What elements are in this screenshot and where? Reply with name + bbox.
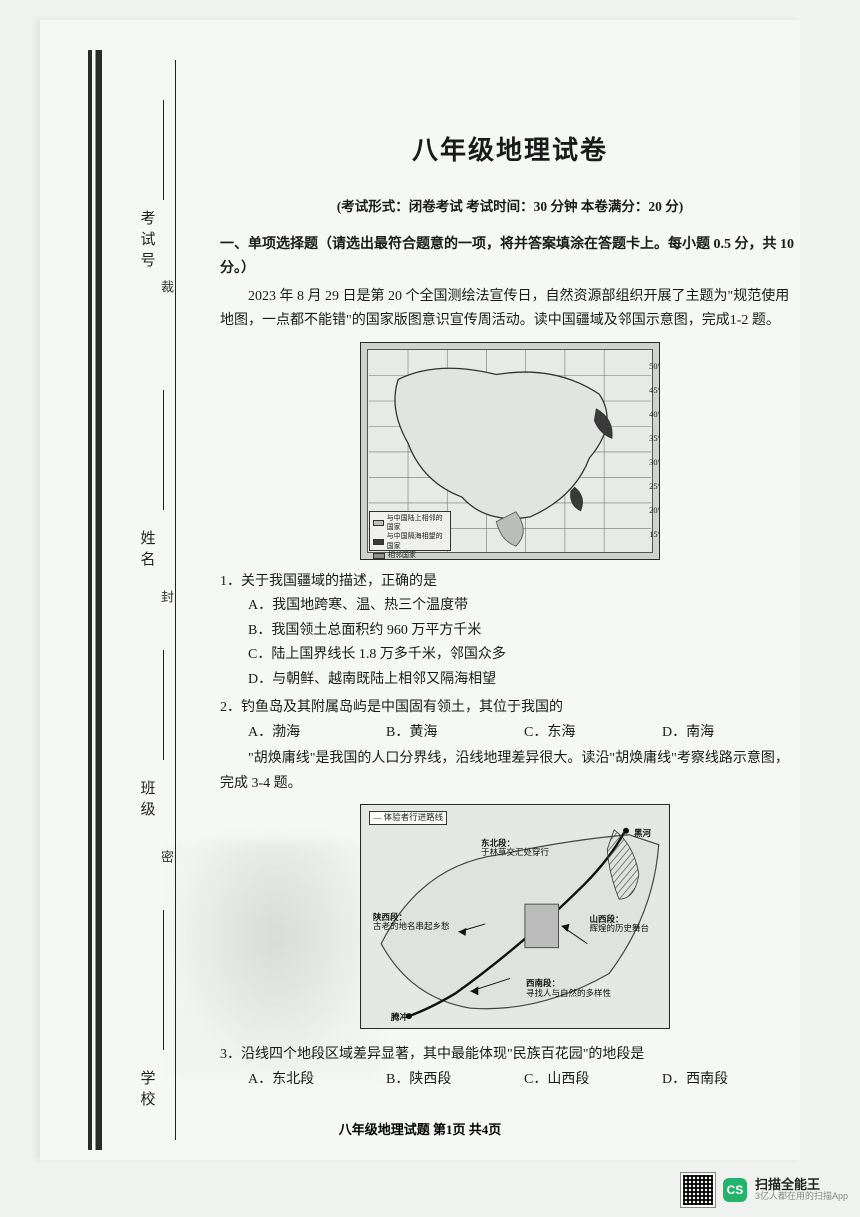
- passage-text: "胡焕庸线"是我国的人口分界线，沿线地理差异很大。读沿"胡焕庸线"考察线路示意图…: [220, 747, 800, 796]
- question-stem: 2．钓鱼岛及其附属岛屿是中国固有领土，其位于我国的: [220, 696, 800, 721]
- exam-title: 八年级地理试卷: [220, 130, 800, 167]
- map-legend: 与中国陆上相邻的国家 与中国隔海相望的国家 相邻国家: [369, 511, 451, 551]
- field-label: 姓名: [137, 530, 158, 572]
- lat-label: 25°: [649, 481, 660, 491]
- field-exam-number: 考试号: [123, 210, 167, 278]
- watermark-tagline: 3亿人都在用的扫描App: [755, 1192, 848, 1202]
- field-line: [163, 910, 164, 1050]
- seal-mark: 密: [157, 850, 176, 863]
- section-heading: 一、单项选择题（请选出最符合题意的一项，将并答案填涂在答题卡上。每小题 0.5 …: [220, 233, 800, 281]
- lat-label: 50°: [649, 361, 660, 371]
- field-line: [163, 100, 164, 200]
- option-a: A．东北段: [248, 1068, 386, 1093]
- passage-text: 2023 年 8 月 29 日是第 20 个全国测绘法宣传日，自然资源部组织开展…: [220, 285, 800, 334]
- callout-text: 辉煌的历史舞台: [589, 923, 649, 933]
- figure-hu-line-map: — 体验者行进路线: [360, 804, 670, 1029]
- lat-label: 15°: [649, 529, 660, 539]
- option-d: D．西南段: [662, 1068, 800, 1093]
- watermark-text: 扫描全能王 3亿人都在用的扫描App: [755, 1178, 848, 1202]
- figure-china-map: 50° 45° 40° 35° 30° 25° 20° 15° 与中国陆上相邻的…: [360, 342, 660, 560]
- field-school: 学校: [123, 1070, 167, 1117]
- qr-code-icon: [681, 1173, 715, 1207]
- question-options: A．渤海 B．黄海 C．东海 D．南海: [248, 721, 800, 746]
- lat-label: 40°: [649, 409, 660, 419]
- seal-mark: 封: [157, 590, 176, 603]
- field-label: 学校: [137, 1070, 158, 1112]
- scanned-page: 考试号 裁 姓名 封 班级 密 学校 八年级地理试卷 (考试形式：闭卷考试 考试…: [40, 20, 800, 1160]
- question-stem: 1．关于我国疆域的描述，正确的是: [220, 570, 800, 595]
- lat-label: 30°: [649, 457, 660, 467]
- field-line: [163, 390, 164, 510]
- seal-mark: 裁: [157, 280, 176, 293]
- legend-item: 与中国隔海相望的国家: [373, 532, 447, 551]
- callout-ne: 东北段： 于林草交汇处穿行: [481, 839, 549, 858]
- field-label: 考试号: [137, 210, 158, 273]
- field-class: 班级: [123, 780, 167, 827]
- callout-sx: 山西段： 辉煌的历史舞台: [589, 915, 649, 934]
- callout-text: 古老的地名串起乡愁: [373, 921, 450, 931]
- option-c: C．山西段: [524, 1068, 662, 1093]
- question-options: A．东北段 B．陕西段 C．山西段 D．西南段: [248, 1068, 800, 1093]
- option-d: D．与朝鲜、越南既陆上相邻又隔海相望: [248, 668, 800, 693]
- option-a: A．渤海: [248, 721, 386, 746]
- route-legend-box: — 体验者行进路线: [369, 811, 447, 825]
- legend-label: 与中国陆上相邻的国家: [387, 514, 447, 533]
- legend-swatch: [373, 520, 384, 526]
- exam-subtitle: (考试形式：闭卷考试 考试时间：30 分钟 本卷满分：20 分): [220, 195, 800, 215]
- option-b: B．我国领土总面积约 960 万平方千米: [248, 619, 800, 644]
- legend-swatch: [373, 553, 385, 559]
- label-tengchong: 腾冲: [391, 1013, 408, 1022]
- lat-label: 45°: [649, 385, 660, 395]
- scanner-watermark: CS 扫描全能王 3亿人都在用的扫描App: [681, 1173, 848, 1207]
- exam-content: 八年级地理试卷 (考试形式：闭卷考试 考试时间：30 分钟 本卷满分：20 分)…: [220, 130, 800, 1092]
- question-1: 1．关于我国疆域的描述，正确的是 A．我国地跨寒、温、热三个温度带 B．我国领土…: [220, 570, 800, 693]
- option-c: C．陆上国界线长 1.8 万多千米，邻国众多: [248, 643, 800, 668]
- page-footer: 八年级地理试题 第1页 共4页: [40, 1119, 800, 1138]
- question-options: A．我国地跨寒、温、热三个温度带 B．我国领土总面积约 960 万平方千米 C．…: [248, 594, 800, 692]
- option-b: B．陕西段: [386, 1068, 524, 1093]
- field-name: 姓名: [123, 530, 167, 577]
- legend-label: 与中国隔海相望的国家: [387, 532, 447, 551]
- legend-item: 与中国陆上相邻的国家: [373, 514, 447, 533]
- app-badge-icon: CS: [723, 1178, 747, 1202]
- field-label: 班级: [137, 780, 158, 822]
- field-line: [163, 650, 164, 760]
- legend-swatch: [373, 539, 384, 545]
- callout-sw: 西南段： 寻找人与自然的多样性: [526, 979, 611, 998]
- callout-text: 于林草交汇处穿行: [481, 847, 549, 857]
- option-a: A．我国地跨寒、温、热三个温度带: [248, 594, 800, 619]
- lat-label: 35°: [649, 433, 660, 443]
- question-2: 2．钓鱼岛及其附属岛屿是中国固有领土，其位于我国的 A．渤海 B．黄海 C．东海…: [220, 696, 800, 796]
- binding-edge: [88, 50, 102, 1150]
- callout-text: 寻找人与自然的多样性: [526, 988, 611, 998]
- label-heihe: 黑河: [634, 829, 651, 838]
- option-c: C．东海: [524, 721, 662, 746]
- question-stem: 3．沿线四个地段区域差异显著，其中最能体现"民族百花园"的地段是: [220, 1043, 800, 1068]
- legend-label: 相邻国家: [388, 551, 416, 559]
- lat-label: 20°: [649, 505, 660, 515]
- option-b: B．黄海: [386, 721, 524, 746]
- legend-item: 相邻国家: [373, 551, 447, 559]
- answer-gutter: 考试号 裁 姓名 封 班级 密 学校: [115, 60, 205, 1140]
- callout-shx: 陕西段： 古老的地名串起乡愁: [373, 913, 450, 932]
- question-3: 3．沿线四个地段区域差异显著，其中最能体现"民族百花园"的地段是 A．东北段 B…: [220, 1043, 800, 1092]
- option-d: D．南海: [662, 721, 800, 746]
